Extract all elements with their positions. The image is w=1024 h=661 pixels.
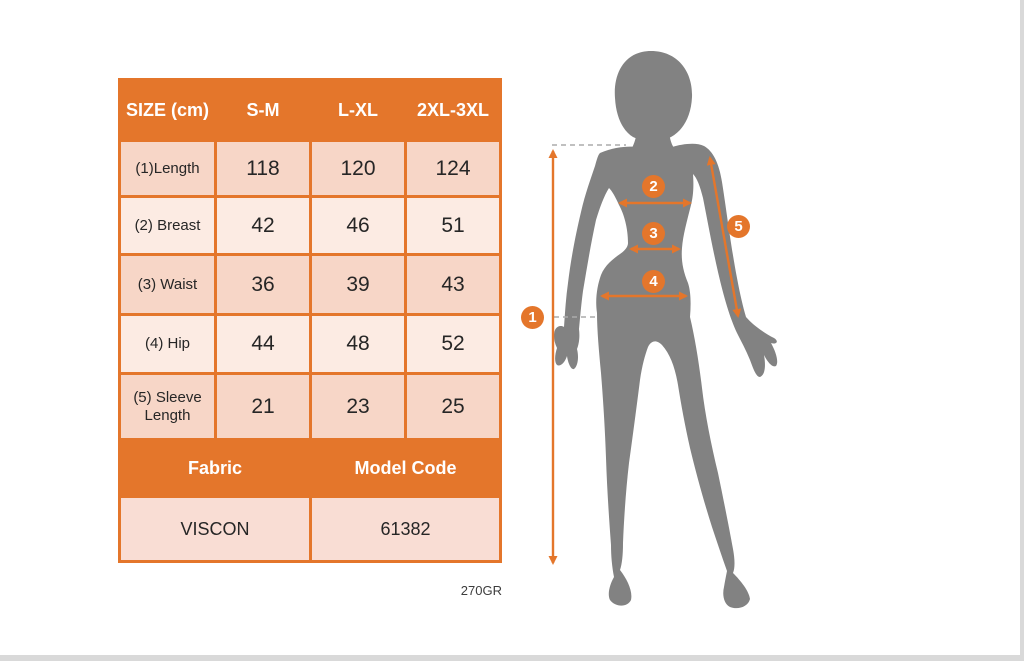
measurement-value: 48	[312, 316, 404, 372]
measurement-value: 51	[407, 198, 499, 253]
measurement-value: 36	[217, 256, 309, 313]
measurement-value: 42	[217, 198, 309, 253]
measurement-value: 46	[312, 198, 404, 253]
weight-note: 270GR	[460, 583, 502, 598]
measurement-value: 118	[217, 142, 309, 195]
row-label-sleeve-length: (5) Sleeve Length	[121, 375, 214, 438]
measurement-value: 124	[407, 142, 499, 195]
row-label-hip: (4) Hip	[121, 316, 214, 372]
column-header-2xl3xl: 2XL-3XL	[407, 81, 499, 139]
page-edge-bottom	[0, 655, 1024, 661]
row-label-length: (1)Length	[121, 142, 214, 195]
size-unit-header: SIZE (cm)	[121, 81, 214, 139]
measurement-value: 43	[407, 256, 499, 313]
measure-badge-1: 1	[521, 306, 544, 329]
row-label-waist: (3) Waist	[121, 256, 214, 313]
column-header-lxl: L-XL	[312, 81, 404, 139]
measure-badge-2: 2	[642, 175, 665, 198]
fabric-header: Fabric	[121, 441, 309, 495]
fabric-value: VISCON	[121, 498, 309, 560]
measurement-value: 52	[407, 316, 499, 372]
page-edge-right	[1020, 0, 1024, 661]
measure-badge-5: 5	[727, 215, 750, 238]
model-code-value: 61382	[312, 498, 499, 560]
size-chart-table: SIZE (cm) S-M L-XL 2XL-3XL (1)Length 118…	[118, 78, 502, 563]
measurement-value: 25	[407, 375, 499, 438]
body-silhouette	[553, 51, 778, 609]
measurement-value: 23	[312, 375, 404, 438]
measure-badge-3: 3	[642, 222, 665, 245]
model-code-header: Model Code	[312, 441, 499, 495]
measurement-value: 39	[312, 256, 404, 313]
measure-badge-4: 4	[642, 270, 665, 293]
measurement-value: 120	[312, 142, 404, 195]
measurement-value: 21	[217, 375, 309, 438]
row-label-breast: (2) Breast	[121, 198, 214, 253]
measurement-value: 44	[217, 316, 309, 372]
column-header-sm: S-M	[217, 81, 309, 139]
